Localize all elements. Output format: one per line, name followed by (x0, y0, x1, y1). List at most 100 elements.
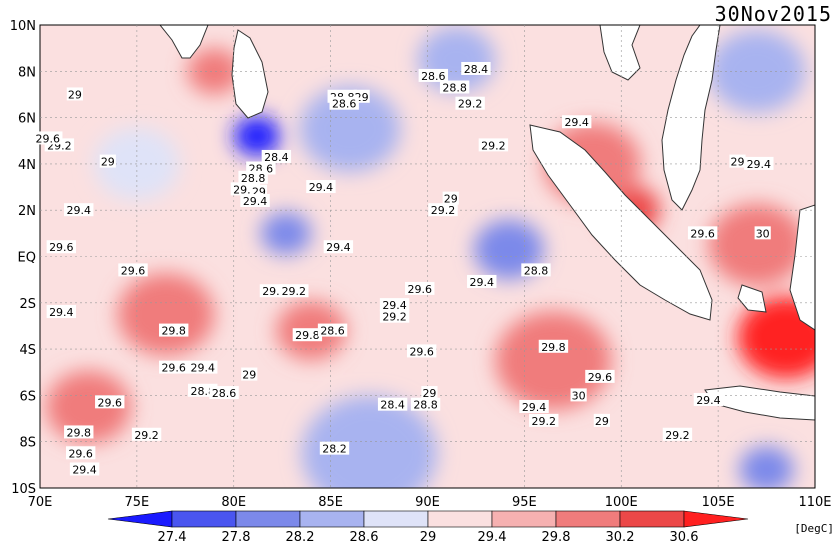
contour-label: 29.6 (118, 263, 148, 277)
contour-label-text: 28.8 (413, 399, 438, 412)
contour-label: 29.6 (405, 281, 435, 296)
contour-label-bg (33, 131, 63, 145)
contour-label-text: 29.6 (161, 362, 186, 375)
sst-anomaly-patch (45, 370, 132, 444)
longitude-label: 80E (221, 495, 246, 510)
latitude-label: 10S (11, 482, 36, 497)
java-landmass (704, 385, 815, 421)
contour-label: 29 (421, 386, 438, 400)
latitude-label: 8S (19, 436, 36, 451)
contour-label-bg (519, 399, 549, 413)
longitude-label: 105E (702, 495, 735, 510)
contour-label-text: 29 (595, 415, 609, 428)
contour-label-bg (461, 61, 491, 75)
contour-label-text: 30 (572, 389, 586, 402)
contour-label: 28.6 (209, 386, 239, 400)
sumatra-landmass (529, 124, 713, 321)
contour-label: 29.8 (292, 328, 323, 342)
contour-label-bg (439, 80, 470, 94)
contour-label-text: 29.4 (72, 463, 97, 476)
contour-label-bg (593, 413, 610, 427)
contour-label-text: 29.4 (309, 181, 334, 194)
units-label: [DegC] (794, 522, 834, 535)
contour-label-text: 28.4 (464, 63, 489, 76)
contour-label-text: 29.8 (67, 426, 92, 439)
contour-label-text: 28.8 (442, 82, 467, 95)
contour-label-bg (238, 170, 268, 184)
contour-label: 28.4 (377, 397, 408, 412)
contour-label: 29 (593, 413, 610, 428)
colorbar-segment (171, 510, 237, 528)
contour-label-bg (64, 425, 94, 439)
contour-label-text: 28.8 (191, 385, 216, 398)
contour-label-bg (379, 309, 410, 323)
contour-label-bg (240, 193, 270, 207)
colorbar-segment (491, 510, 557, 528)
contour-label: 29.6 (46, 240, 77, 254)
sst-anomaly-patch (260, 211, 312, 255)
colorbar-tick-label: 30.6 (670, 530, 699, 545)
contour-label-text: 28.6 (320, 325, 345, 338)
contour-label: 29.6 (406, 344, 437, 358)
contour-label-bg (158, 360, 189, 374)
contour-label: 30 (570, 388, 587, 402)
contour-label-text: 29.6 (121, 264, 146, 277)
contour-label-text: 29.6 (98, 396, 123, 409)
latitude-label: 2S (19, 297, 36, 312)
sst-anomaly-patch (233, 116, 281, 156)
contour-label-text: 28.8 (524, 264, 549, 277)
contour-label-text: 29.6 (690, 227, 715, 240)
myanmar-landmass (599, 25, 641, 81)
colorbar-tick-label: 29.4 (478, 530, 507, 545)
contour-label-text: 29.6 (36, 132, 61, 145)
india-landmass (159, 25, 209, 59)
borneo-landmass (789, 204, 815, 331)
contour-label: 29.6 (585, 369, 615, 384)
latitude-label: 6N (18, 112, 36, 127)
contour-label-text: 29.4 (696, 394, 721, 407)
contour-label-bg (46, 240, 77, 254)
contour-label-text: 29.4 (326, 241, 351, 254)
contour-label-text: 28.8 (241, 172, 266, 185)
contour-label: 29 (66, 87, 83, 101)
contour-label: 29.4 (306, 180, 336, 194)
contour-label-bg (406, 344, 437, 358)
contour-label: 29.4 (379, 298, 410, 312)
contour-label: 29.2 (662, 427, 693, 442)
contour-label-text: 29.6 (68, 447, 93, 460)
contour-label-text: 28.6 (212, 387, 237, 400)
contour-label: 29.8 (538, 339, 569, 354)
contour-label-bg (261, 149, 292, 163)
map-date-title: 30Nov2015 (714, 2, 832, 26)
contour-label: 29.2 (455, 96, 485, 111)
bangka-island-landmass (737, 284, 767, 313)
contour-label: 29.6 (95, 395, 125, 409)
colorbar-segment (299, 510, 365, 528)
contour-label-bg (158, 323, 189, 337)
sst-anomaly-patch (301, 395, 438, 488)
contour-label-bg (478, 138, 509, 152)
contour-label: 29.4 (519, 399, 549, 414)
contour-label-bg (323, 240, 354, 254)
contour-label-text: 28.6 (332, 98, 357, 111)
color-bar: 27.4 27.8 28.2 28.6 29 29.4 29.8 30.2 30.6 (107, 510, 749, 545)
sst-anomaly-patch (187, 48, 242, 95)
contour-label: 30 (754, 226, 771, 240)
contour-label-text: 29 (68, 88, 82, 101)
contour-label: 28.4 (261, 149, 292, 164)
contour-label-text: 28.4 (380, 399, 405, 412)
contour-label: 29.2 (529, 413, 559, 428)
contour-label-bg (65, 446, 96, 460)
contour-label: 28.8 (410, 397, 441, 412)
colorbar-tick-label: 27.8 (222, 530, 251, 545)
contour-label: 29.8 (64, 425, 94, 439)
contour-label-text: 29.2 (532, 415, 557, 428)
longitude-labels: 70E 75E 80E 85E 90E 95E 100E 105E 110E (28, 495, 832, 510)
contour-label-text: 29.4 (67, 204, 92, 217)
contour-label: 29.2 (131, 427, 162, 442)
contour-label-bg (418, 68, 449, 82)
contour-label-bg (64, 203, 94, 217)
contour-label: 28.6 (317, 323, 348, 338)
contour-label: 29.8 (158, 323, 189, 338)
